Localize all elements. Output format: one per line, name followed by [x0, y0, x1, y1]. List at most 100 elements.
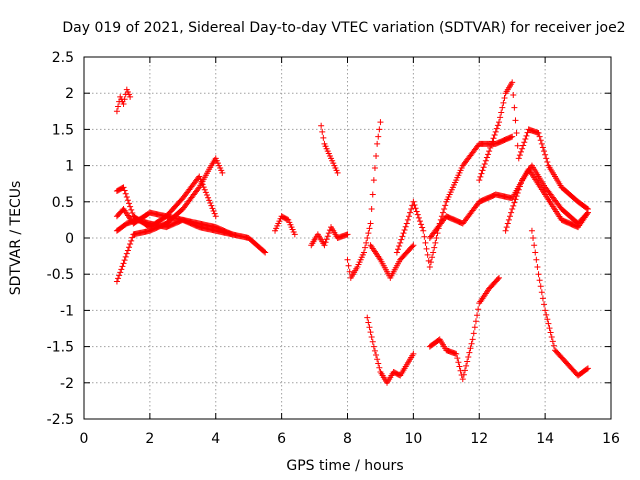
data-point — [550, 342, 557, 349]
data-point — [123, 193, 130, 200]
data-point — [324, 233, 331, 240]
data-point — [542, 151, 549, 158]
series-arc-12 — [364, 314, 417, 386]
data-point — [521, 139, 528, 146]
data-point — [454, 355, 461, 362]
data-point — [126, 244, 133, 251]
data-point — [538, 289, 545, 296]
y-tick-label: -2 — [60, 376, 74, 392]
data-point — [510, 202, 517, 209]
data-point — [500, 99, 507, 106]
data-point — [413, 208, 420, 215]
data-point — [121, 187, 128, 194]
series-arc-10 — [360, 119, 384, 256]
data-point — [427, 259, 434, 266]
data-point — [344, 231, 351, 238]
data-point — [377, 119, 384, 126]
data-point — [120, 101, 127, 108]
axes: 0 2 4 6 8 10 12 14 16 -2.5 -2 -1.5 -1 -0.5 0 0.5 1 1.5 2 2.… — [47, 50, 620, 447]
data-point — [584, 365, 591, 372]
series-arc-9 — [344, 249, 367, 281]
data-point — [367, 329, 374, 336]
data-point — [544, 316, 551, 323]
data-point — [411, 202, 418, 209]
data-point — [514, 189, 521, 196]
data-point — [508, 209, 515, 216]
data-point — [422, 239, 429, 246]
data-point — [127, 93, 134, 100]
data-point — [128, 206, 135, 213]
data-point — [322, 239, 329, 246]
data-point — [399, 233, 406, 240]
data-point — [501, 95, 508, 102]
data-point — [498, 109, 505, 116]
data-point — [124, 197, 131, 204]
data-point — [471, 324, 478, 331]
data-point — [211, 210, 218, 217]
y-tick-label: -0.5 — [47, 267, 74, 283]
data-point — [432, 239, 439, 246]
data-point — [363, 239, 370, 246]
y-tick-label: 1.5 — [52, 122, 74, 138]
x-tick-label: 2 — [145, 431, 154, 447]
data-point — [123, 250, 130, 257]
data-point — [460, 371, 467, 378]
data-point — [545, 320, 552, 327]
data-point — [505, 216, 512, 223]
data-point — [418, 221, 425, 228]
data-point — [489, 138, 496, 145]
data-point — [121, 96, 128, 103]
data-point — [426, 263, 433, 270]
data-point — [528, 227, 535, 234]
data-point — [479, 167, 486, 174]
data-point — [362, 244, 369, 251]
data-point — [127, 203, 134, 210]
data-point — [205, 194, 212, 201]
data-point — [513, 193, 520, 200]
data-point — [219, 169, 226, 176]
data-point — [196, 173, 203, 180]
data-point — [203, 192, 210, 199]
data-point — [346, 268, 353, 275]
y-axis-label: SDTVAR / TECUs — [8, 181, 24, 296]
data-point — [195, 185, 202, 192]
data-point — [482, 157, 489, 164]
data-point — [398, 236, 405, 243]
data-point — [509, 206, 516, 213]
x-tick-label: 10 — [404, 431, 422, 447]
data-point — [334, 169, 341, 176]
y-tick-label: 2 — [65, 86, 74, 102]
data-point — [129, 210, 136, 217]
data-point — [461, 367, 468, 374]
data-point — [493, 125, 500, 132]
data-point — [404, 216, 411, 223]
data-point — [420, 227, 427, 234]
data-point — [208, 202, 215, 209]
series-arc-5 — [113, 216, 236, 238]
data-point — [116, 272, 123, 279]
data-point — [375, 360, 382, 367]
data-point — [397, 239, 404, 246]
data-point — [373, 352, 380, 359]
data-point — [345, 262, 352, 269]
data-point — [535, 271, 542, 278]
data-point — [536, 277, 543, 284]
y-tick-label: 0.5 — [52, 195, 74, 211]
data-point — [535, 130, 542, 137]
x-axis-label: GPS time / hours — [286, 458, 403, 474]
data-point — [370, 177, 377, 184]
data-point — [319, 128, 326, 135]
data-point — [456, 363, 463, 370]
x-tick-label: 4 — [211, 431, 220, 447]
data-point — [364, 314, 371, 321]
data-point — [375, 133, 382, 140]
data-point — [478, 170, 485, 177]
data-point — [367, 220, 374, 227]
x-tick-label: 16 — [602, 431, 620, 447]
data-point — [396, 243, 403, 250]
data-point — [210, 207, 217, 214]
data-point — [532, 249, 539, 256]
series-arc-11 — [367, 242, 417, 281]
data-point — [360, 249, 367, 256]
data-point — [113, 278, 120, 285]
